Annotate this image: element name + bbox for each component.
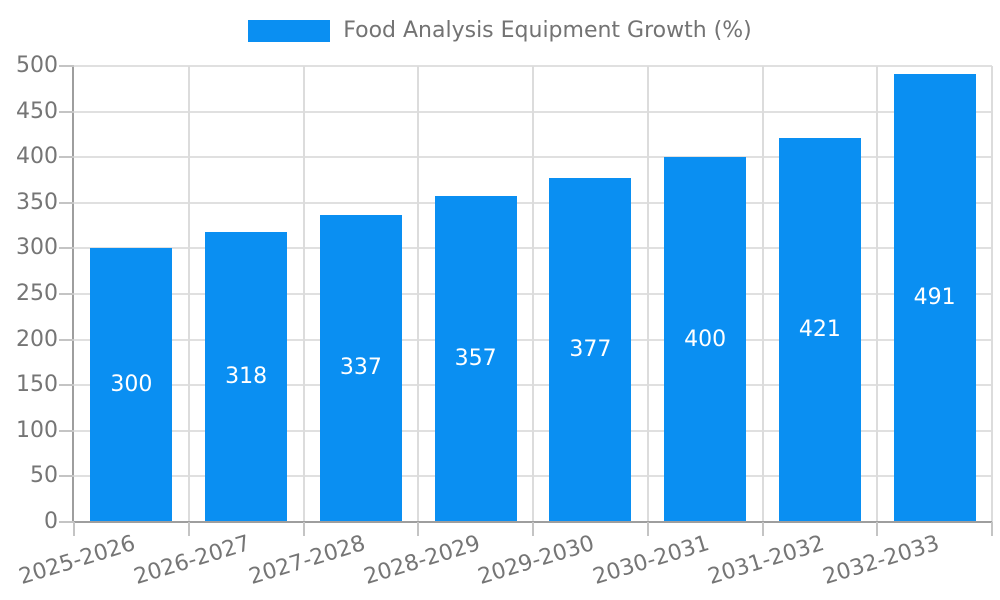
x-axis-tick	[73, 522, 75, 536]
y-tick-label: 350	[16, 189, 58, 215]
x-gridline	[302, 66, 305, 522]
x-axis-tick	[187, 522, 190, 536]
x-tick-label: 2031-2032	[705, 531, 828, 590]
y-axis-tick	[59, 338, 74, 341]
bar[interactable]	[893, 74, 976, 522]
y-axis-tick	[59, 110, 74, 113]
bar[interactable]	[90, 248, 173, 522]
bar[interactable]	[434, 196, 517, 522]
x-gridline	[876, 66, 879, 522]
bar-value-label: 491	[913, 285, 956, 311]
y-axis-tick	[59, 201, 74, 204]
bar-value-label: 318	[225, 363, 268, 389]
x-gridline	[417, 66, 420, 522]
x-gridline	[532, 66, 534, 522]
x-axis-tick	[876, 522, 879, 536]
x-axis-tick	[302, 522, 305, 536]
y-axis-tick	[59, 521, 74, 523]
y-tick-label: 450	[16, 98, 58, 124]
y-tick-label: 50	[30, 463, 58, 489]
x-axis-tick	[991, 522, 993, 536]
x-axis-tick	[646, 522, 649, 536]
y-tick-label: 100	[16, 417, 58, 443]
bar-value-label: 357	[454, 346, 497, 372]
x-gridline	[187, 66, 190, 522]
x-tick-label: 2030-2031	[590, 531, 713, 590]
bar-value-label: 300	[110, 372, 153, 398]
x-axis-tick	[761, 522, 764, 536]
bar-value-label: 337	[339, 355, 382, 381]
y-tick-label: 200	[16, 326, 58, 352]
x-tick-label: 2032-2033	[819, 531, 942, 590]
x-tick-label: 2029-2030	[475, 531, 598, 590]
x-tick-label: 2026-2027	[131, 531, 254, 590]
y-axis-tick	[59, 384, 74, 387]
x-axis-tick	[417, 522, 420, 536]
y-tick-label: 250	[16, 281, 58, 306]
y-tick-label: 300	[16, 235, 58, 261]
x-axis-tick	[532, 522, 534, 536]
y-axis-tick	[59, 429, 74, 432]
chart-legend[interactable]: Food Analysis Equipment Growth (%)	[0, 18, 1000, 43]
y-tick-label: 0	[44, 509, 58, 534]
x-gridline	[646, 66, 649, 522]
bar-value-label: 400	[684, 326, 727, 352]
y-axis-tick	[59, 65, 74, 67]
bar[interactable]	[319, 214, 402, 522]
legend-swatch-icon	[248, 19, 331, 42]
bar[interactable]	[205, 231, 288, 522]
x-gridline	[761, 66, 764, 522]
legend-label: Food Analysis Equipment Growth (%)	[343, 18, 752, 43]
x-tick-label: 2027-2028	[246, 531, 369, 590]
x-tick-label: 2025-2026	[16, 531, 139, 590]
bar[interactable]	[549, 178, 632, 522]
plot-area: 300 318 337 357 377 400 421 491	[74, 65, 993, 522]
bar[interactable]	[778, 138, 861, 522]
bar-value-label: 377	[569, 337, 612, 363]
bar-value-label: 421	[798, 317, 841, 343]
y-tick-label: 150	[16, 372, 58, 398]
bar[interactable]	[664, 157, 747, 522]
y-axis-tick	[59, 475, 74, 478]
x-tick-label: 2028-2029	[360, 531, 483, 590]
y-axis-tick	[59, 293, 74, 295]
y-axis-tick	[59, 156, 74, 159]
y-axis-tick	[59, 247, 74, 250]
y-tick-label: 500	[16, 53, 58, 78]
y-tick-label: 400	[16, 144, 58, 170]
x-gridline	[991, 66, 993, 522]
